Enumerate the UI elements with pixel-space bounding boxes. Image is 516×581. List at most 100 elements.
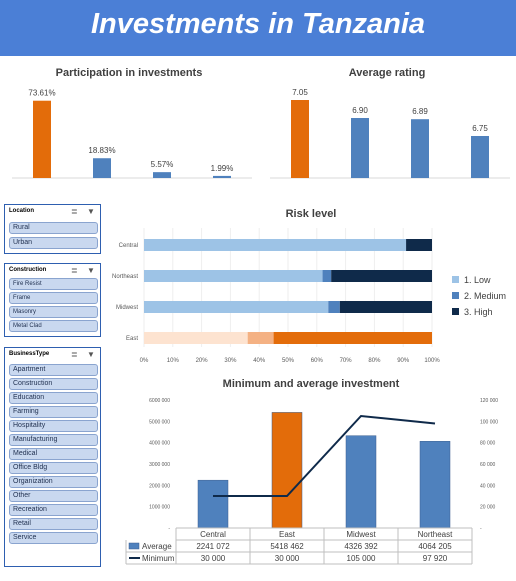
investment-left-tick-label: 4000 000: [149, 441, 170, 447]
average-rating-chart[interactable]: Average rating 7.05East6.90Central6.89Mi…: [258, 62, 516, 180]
table-legend-minimum-label: Minimum: [142, 554, 175, 563]
multi-select-icon[interactable]: ≣: [71, 350, 78, 359]
risk-x-tick-label: 80%: [368, 358, 381, 364]
multi-select-icon[interactable]: ≣: [71, 266, 78, 275]
risk-x-tick-label: 40%: [253, 358, 266, 364]
clear-filter-icon[interactable]: ▼: [87, 266, 95, 275]
risk-level-chart[interactable]: Risk level 0% 10% 20% 30% 40% 50% 60% 70% 80% 90%…: [106, 204, 516, 370]
participation-data-label: 73.61%: [28, 89, 55, 98]
investment-chart-svg: - - 1000 000 20 000 2000 000 40 000 3000 000 60…: [106, 374, 516, 577]
risk-legend-swatch: [452, 276, 459, 283]
table-average-value: 4326 392: [344, 542, 378, 551]
risk-bar-segment: [340, 301, 432, 313]
business-type-item[interactable]: Organization: [9, 476, 98, 488]
investment-average-bar: [346, 436, 376, 528]
table-average-value: 4064 205: [418, 542, 452, 551]
clear-filter-icon[interactable]: ▼: [87, 207, 95, 216]
investment-left-tick-label: 3000 000: [149, 462, 170, 468]
investment-right-tick-label: 100 000: [480, 419, 498, 425]
investment-right-tick-label: -: [480, 526, 482, 532]
investment-chart[interactable]: Minimum and average investment - - 1000 00…: [106, 374, 516, 577]
business-type-item[interactable]: Retail: [9, 518, 98, 530]
risk-category-label: Central: [119, 243, 138, 249]
risk-category-label: Northeast: [112, 274, 138, 280]
construction-item-masonry[interactable]: Masonry: [9, 306, 98, 318]
investment-left-tick-label: 1000 000: [149, 505, 170, 511]
risk-x-tick-label: 70%: [340, 358, 353, 364]
construction-item-fire-resist[interactable]: Fire Resist: [9, 278, 98, 290]
table-average-value: 2241 072: [196, 542, 230, 551]
risk-x-tick-label: 10%: [167, 358, 180, 364]
rating-data-label: 6.90: [352, 106, 368, 115]
average-rating-chart-svg: 7.05East6.90Central6.89Midwest6.75Northe…: [258, 62, 516, 180]
risk-bar-segment: [248, 332, 274, 344]
risk-bar-segment: [144, 239, 406, 251]
rating-data-label: 6.75: [472, 124, 488, 133]
participation-data-label: 18.83%: [88, 146, 115, 155]
risk-bar-segment: [144, 270, 323, 282]
participation-bar: [33, 101, 51, 178]
risk-bar-segment: [323, 270, 332, 282]
construction-slicer[interactable]: Construction ≣ ▼ Fire Resist Frame Mason…: [4, 263, 101, 337]
location-slicer[interactable]: Location ≣ ▼ Rural Urban: [4, 204, 101, 254]
table-minimum-value: 30 000: [275, 554, 300, 563]
header-banner: Investments in Tanzania: [0, 0, 516, 56]
participation-bar: [213, 176, 231, 178]
table-legend-average-swatch: [129, 543, 139, 549]
participation-chart[interactable]: Participation in investments 73.61%East1…: [0, 62, 258, 180]
table-minimum-value: 97 920: [423, 554, 448, 563]
rating-bar: [471, 136, 489, 178]
business-type-item[interactable]: Apartment: [9, 364, 98, 376]
business-type-item[interactable]: Education: [9, 392, 98, 404]
business-type-item[interactable]: Recreation: [9, 504, 98, 516]
risk-bar-segment: [144, 332, 248, 344]
rating-bar: [291, 100, 309, 178]
construction-item-metal-clad[interactable]: Metal Clad: [9, 320, 98, 332]
participation-bar: [153, 172, 171, 178]
investment-left-tick-label: 2000 000: [149, 483, 170, 489]
risk-bar-segment: [331, 270, 432, 282]
construction-slicer-title: Construction: [9, 267, 46, 273]
location-slicer-title: Location: [9, 208, 34, 214]
risk-legend-label: 3. High: [464, 307, 493, 317]
business-type-item[interactable]: Other: [9, 490, 98, 502]
investment-average-bar: [420, 441, 450, 528]
business-type-item[interactable]: Manufacturing: [9, 434, 98, 446]
table-category-label: Northeast: [418, 530, 453, 539]
investment-left-tick-label: 6000 000: [149, 398, 170, 404]
business-type-item[interactable]: Medical: [9, 448, 98, 460]
page-title: Investments in Tanzania: [0, 8, 516, 41]
table-legend-average-label: Average: [142, 542, 172, 551]
investment-average-bar: [198, 480, 228, 528]
multi-select-icon[interactable]: ≣: [71, 207, 78, 216]
business-type-item[interactable]: Farming: [9, 406, 98, 418]
risk-bar-segment: [406, 239, 432, 251]
risk-category-label: East: [126, 336, 138, 342]
risk-legend-swatch: [452, 308, 459, 315]
business-type-item[interactable]: Service: [9, 532, 98, 544]
table-category-label: Midwest: [346, 530, 376, 539]
location-item-rural[interactable]: Rural: [9, 222, 98, 234]
investment-right-tick-label: 20 000: [480, 505, 496, 511]
construction-item-frame[interactable]: Frame: [9, 292, 98, 304]
business-type-slicer[interactable]: BusinessType ≣ ▼ Apartment Construction …: [4, 347, 101, 567]
risk-x-tick-label: 50%: [282, 358, 295, 364]
rating-bar: [411, 119, 429, 178]
location-item-urban[interactable]: Urban: [9, 237, 98, 249]
risk-x-tick-label: 0%: [140, 358, 149, 364]
table-average-value: 5418 462: [270, 542, 304, 551]
investment-left-tick-label: 5000 000: [149, 419, 170, 425]
risk-legend-swatch: [452, 292, 459, 299]
business-type-item[interactable]: Construction: [9, 378, 98, 390]
risk-x-tick-label: 100%: [424, 358, 440, 364]
business-type-item[interactable]: Office Bldg: [9, 462, 98, 474]
risk-level-chart-svg: 0% 10% 20% 30% 40% 50% 60% 70% 80% 90% 100%Central…: [106, 204, 516, 370]
business-type-item[interactable]: Hospitality: [9, 420, 98, 432]
participation-data-label: 5.57%: [151, 160, 174, 169]
table-category-label: East: [279, 530, 296, 539]
clear-filter-icon[interactable]: ▼: [87, 350, 95, 359]
risk-legend-label: 2. Medium: [464, 291, 506, 301]
investment-right-tick-label: 80 000: [480, 441, 496, 447]
investment-right-tick-label: 40 000: [480, 483, 496, 489]
risk-bar-segment: [328, 301, 340, 313]
